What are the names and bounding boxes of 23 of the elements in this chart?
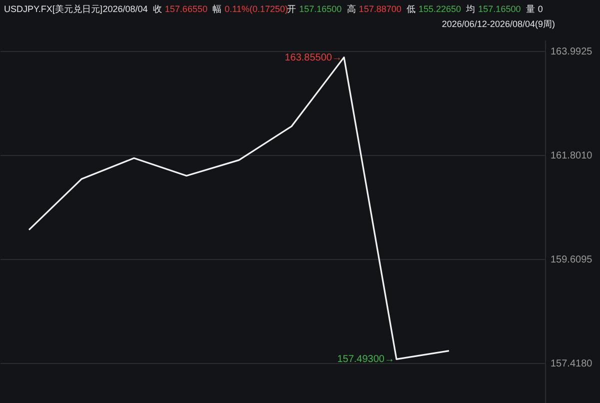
text: 0 bbox=[538, 4, 543, 14]
y-tick-label: 163.9925 bbox=[550, 46, 593, 58]
text: 2026/06/12-2026/08/04(9周) bbox=[442, 19, 555, 29]
data-label: 157.49300→ bbox=[337, 354, 394, 366]
text: 2026/08/04 bbox=[102, 4, 148, 14]
text: 低 bbox=[406, 4, 416, 14]
text: 高 bbox=[346, 4, 356, 14]
text: 幅 bbox=[212, 4, 222, 14]
text: 157.88700 bbox=[358, 4, 402, 14]
text: 155.22650 bbox=[418, 4, 462, 14]
y-tick-label: 161.8010 bbox=[550, 150, 593, 162]
text: 开 bbox=[287, 4, 296, 14]
data-label: 163.85500→ bbox=[284, 52, 342, 64]
text: 量 bbox=[526, 4, 535, 14]
text: 0.11%(0.17250) bbox=[224, 4, 288, 14]
chart-title: USDJPY.FX[美元兑日元] bbox=[4, 4, 102, 14]
text: 收 bbox=[152, 4, 162, 14]
text: 157.16500 bbox=[299, 4, 342, 14]
y-tick-label: 159.6095 bbox=[550, 254, 593, 266]
text: 均 bbox=[465, 4, 476, 14]
y-tick-label: 157.4180 bbox=[550, 358, 593, 370]
text: 157.66550 bbox=[164, 4, 208, 14]
text: 157.16500 bbox=[478, 4, 521, 14]
